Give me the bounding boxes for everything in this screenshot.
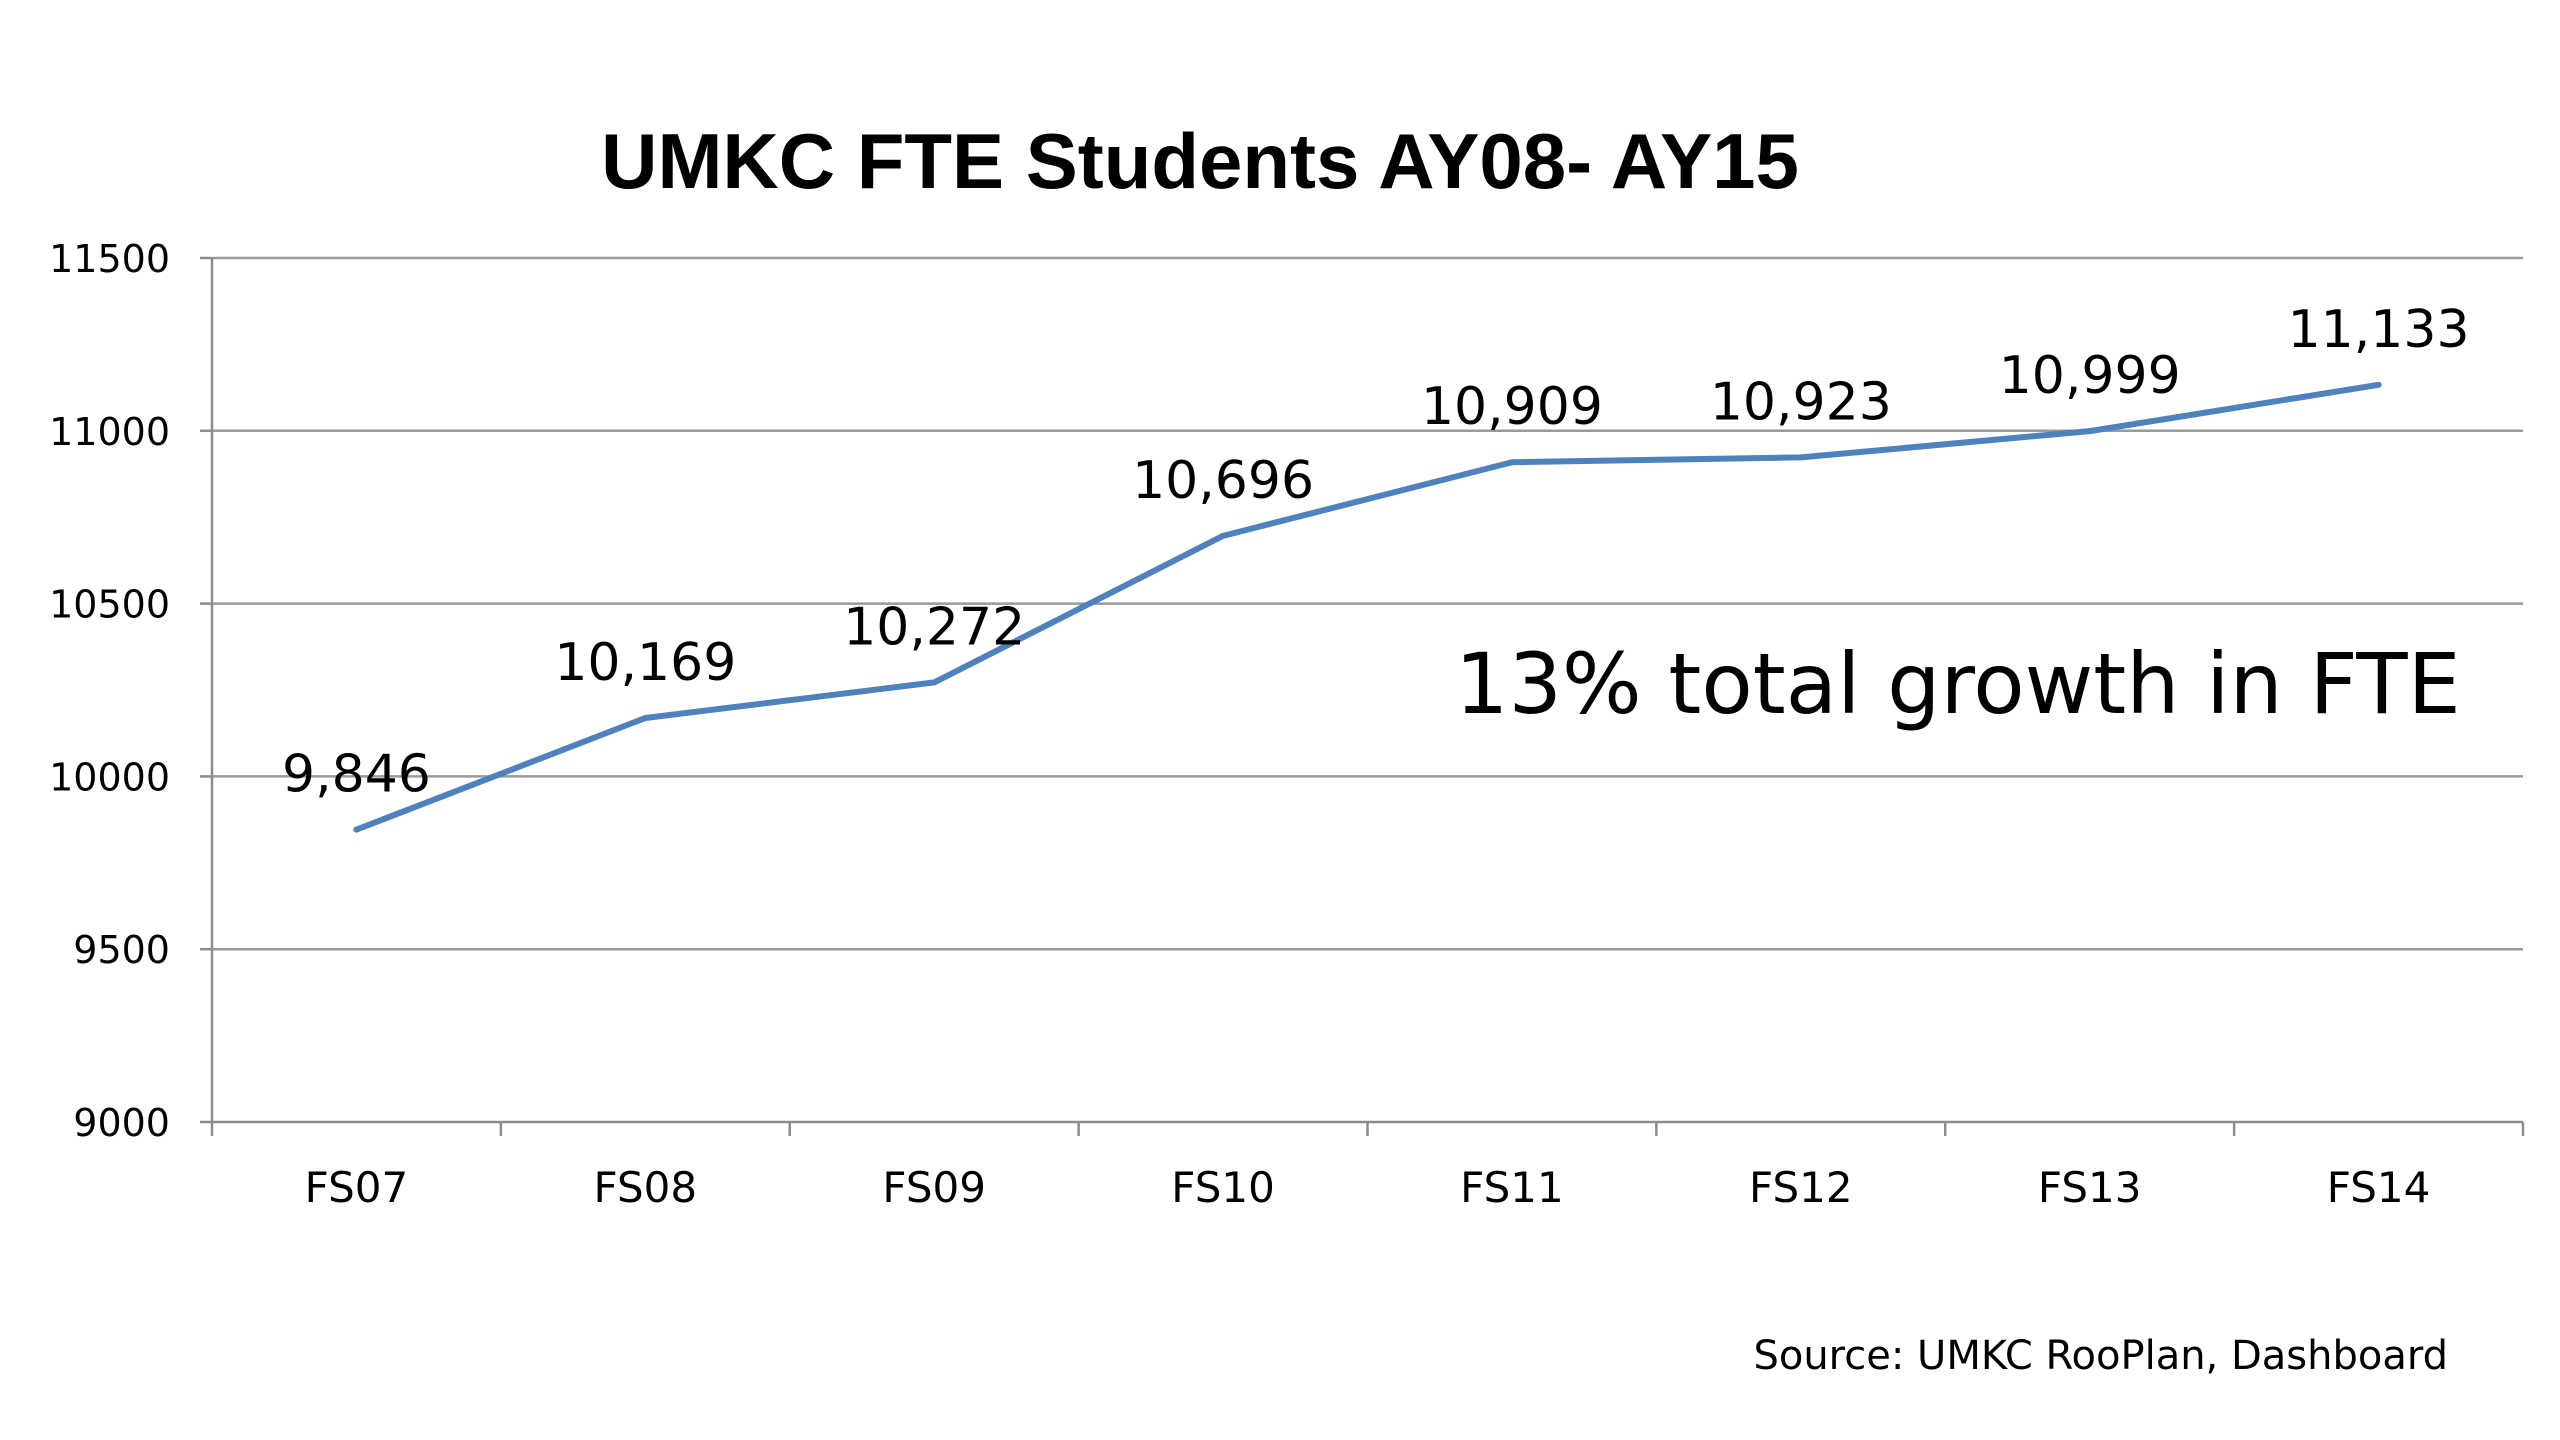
data-point: [931, 679, 938, 686]
source-note: Source: UMKC RooPlan, Dashboard: [1753, 1333, 2448, 1379]
x-tick-label: FS09: [882, 1163, 986, 1212]
x-tick-label: FS07: [305, 1163, 409, 1212]
data-label: 10,272: [843, 597, 1025, 657]
series-line: [353, 381, 2382, 833]
series-layer: [353, 381, 2382, 833]
x-tick-label: FS13: [2038, 1163, 2142, 1212]
data-point: [1220, 532, 1227, 539]
x-tick-labels: FS07 FS08 FS09 FS10 FS11 FS12 FS13 FS14: [305, 1163, 2431, 1212]
data-label: 10,999: [1999, 346, 2181, 406]
y-tick-labels: 9000 9500 10000 10500 11000 11500: [49, 237, 170, 1145]
y-tick-label: 9000: [73, 1101, 170, 1145]
data-point: [2086, 428, 2093, 435]
data-label: 10,696: [1132, 451, 1314, 511]
y-tick-label: 11500: [49, 237, 170, 281]
y-tick-label: 9500: [73, 928, 170, 972]
data-point: [353, 826, 360, 833]
x-tick-label: FS08: [594, 1163, 698, 1212]
data-label: 10,169: [554, 633, 736, 693]
data-point: [2375, 381, 2382, 388]
y-tick-label: 11000: [49, 410, 170, 454]
data-labels: 9,846 10,169 10,272 10,696 10,909 10,923 10,99…: [282, 300, 2470, 805]
x-tick-label: FS11: [1460, 1163, 1564, 1212]
gridlines: [212, 256, 2523, 951]
data-label: 9,846: [282, 745, 431, 805]
data-label: 10,923: [1710, 372, 1892, 432]
x-tick-label: FS14: [2327, 1163, 2431, 1212]
chart-title: UMKC FTE Students AY08- AY15: [601, 117, 1799, 205]
x-tick-label: FS12: [1749, 1163, 1853, 1212]
data-point: [1508, 459, 1515, 466]
y-tick-label: 10500: [49, 583, 170, 627]
data-point: [642, 714, 649, 721]
data-label: 11,133: [2288, 300, 2470, 360]
growth-annotation: 13% total growth in FTE: [1455, 635, 2461, 733]
x-tick-label: FS10: [1171, 1163, 1275, 1212]
axes: [200, 256, 2525, 1136]
y-tick-label: 10000: [49, 755, 170, 799]
data-label: 10,909: [1421, 377, 1603, 437]
data-point: [1797, 454, 1804, 461]
